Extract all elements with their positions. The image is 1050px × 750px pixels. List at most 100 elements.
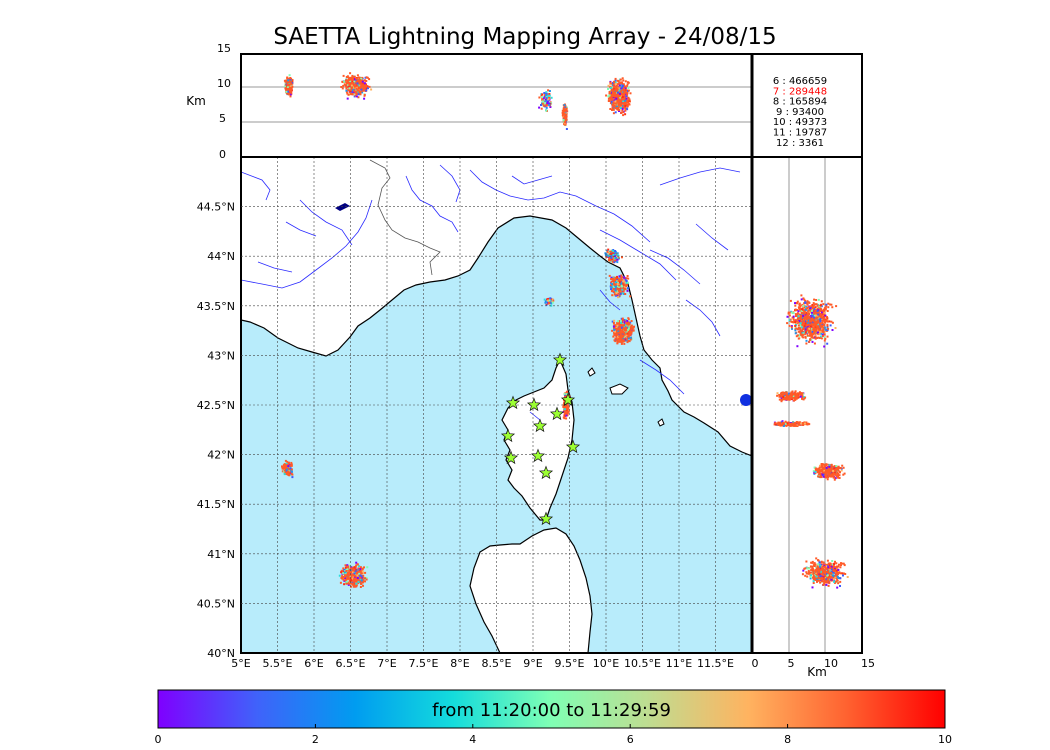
station-star-icon (526, 397, 542, 412)
colorbar-tick-label: 8 (784, 733, 791, 746)
border-lines (369, 159, 441, 276)
chart-title: SAETTA Lightning Mapping Array - 24/08/1… (273, 24, 777, 50)
station-markers (500, 352, 581, 526)
lat-tick-label: 42°N (207, 449, 235, 462)
blue-marker (740, 394, 752, 406)
top-ytick-0: 0 (219, 148, 226, 161)
station-star-icon (538, 465, 554, 480)
colorbar-label: from 11:20:00 to 11:29:59 (432, 700, 671, 721)
right-xlabel: Km (807, 665, 827, 679)
lon-tick-label: 5°E (231, 657, 250, 670)
station-count: 7 : 289448 (773, 86, 827, 97)
lat-tick-label: 40°N (207, 647, 235, 660)
top-column-5 (605, 77, 632, 117)
station-count: 6 : 466659 (773, 76, 827, 87)
right-xtick-10: 10 (824, 657, 838, 670)
right-xtick-5: 5 (788, 657, 795, 670)
sardinia-island (469, 527, 593, 653)
colorbar-tick-label: 4 (469, 733, 476, 746)
station-star-icon (538, 511, 554, 526)
station-star-icon (532, 418, 548, 433)
storm-cell-sea (543, 297, 555, 307)
top-ylabel: Km (186, 94, 206, 108)
lon-tick-label: 10.5°E (624, 657, 661, 670)
lon-tick-label: 9°E (523, 657, 542, 670)
lat-tick-label: 43.5°N (197, 300, 235, 313)
lat-tick-label: 41.5°N (197, 498, 235, 511)
station-count: 9 : 93400 (776, 107, 824, 118)
mainland-land (241, 157, 752, 457)
lightning-points-map (281, 248, 635, 588)
top-column-3 (538, 89, 553, 112)
lat-tick-label: 40.5°N (197, 597, 235, 610)
capraia-island (587, 367, 596, 377)
lat-tick-label: 41°N (207, 548, 235, 561)
longitude-tick-labels: 5°E 5.5°E 6°E 6.5°E 7°E 7.5°E 8°E 8.5°E 9°E 9.5°E… (231, 657, 734, 670)
station-star-icon (505, 395, 521, 410)
lon-tick-label: 9.5°E (555, 657, 585, 670)
top-column-2 (340, 72, 373, 100)
colorbar-ticks: 0 2 4 6 8 10 (155, 724, 952, 746)
station-count: 11 : 19787 (773, 128, 827, 139)
station-count: 10 : 49373 (773, 117, 827, 128)
right-xtick-0: 0 (752, 657, 759, 670)
station-star-icon (503, 450, 519, 465)
lon-tick-label: 8.5°E (482, 657, 512, 670)
lon-tick-label: 11.5°E (697, 657, 734, 670)
station-star-icon (552, 352, 568, 367)
station-star-icon (530, 448, 546, 463)
corsica-island (501, 358, 575, 521)
right-xtick-15: 15 (861, 657, 875, 670)
station-count: 8 : 165894 (773, 97, 827, 108)
top-column-1 (283, 74, 294, 98)
storm-cell-southwest (338, 561, 369, 588)
lat-tick-label: 44.5°N (197, 201, 235, 214)
lake (335, 203, 350, 211)
right-band-5 (801, 557, 849, 589)
right-band-2 (776, 390, 807, 403)
top-altitude-panel: Km 0 5 10 15 (186, 42, 753, 161)
lon-tick-label: 7.5°E (409, 657, 439, 670)
latitude-tick-labels: 40°N 40.5°N 41°N 41.5°N 42°N 42.5°N 43°N 43.5°N… (197, 201, 235, 660)
colorbar-tick-label: 0 (155, 733, 162, 746)
station-count: 12 : 3361 (776, 138, 824, 149)
lon-tick-label: 6°E (304, 657, 323, 670)
lightning-points-right (773, 294, 849, 589)
lon-tick-label: 6.5°E (336, 657, 366, 670)
station-star-icon (565, 439, 581, 454)
lat-tick-label: 42.5°N (197, 399, 235, 412)
top-ytick-15: 15 (217, 42, 231, 55)
right-band-1 (786, 294, 838, 348)
lat-tick-label: 44°N (207, 250, 235, 263)
storm-cell-tuscany-high (604, 248, 623, 264)
map-panel: 5°E 5.5°E 6°E 6.5°E 7°E 7.5°E 8°E 8.5°E 9°E 9.5°E… (197, 156, 753, 670)
storm-cell-ligurian (611, 317, 635, 345)
station-star-icon (560, 392, 576, 407)
rivers (241, 164, 741, 421)
lon-tick-label: 8°E (450, 657, 469, 670)
elba-island (609, 383, 629, 395)
lon-tick-label: 11°E (666, 657, 692, 670)
lon-tick-label: 7°E (377, 657, 396, 670)
colorbar: 0 2 4 6 8 10 (155, 689, 952, 746)
colorbar-tick-label: 2 (312, 733, 319, 746)
colorbar-gradient (157, 689, 946, 729)
lon-tick-label: 10°E (593, 657, 619, 670)
colorbar-tick-label: 10 (938, 733, 952, 746)
lat-tick-label: 43°N (207, 349, 235, 362)
top-ytick-5: 5 (219, 112, 226, 125)
storm-cell-west (281, 459, 294, 479)
right-band-4 (812, 463, 846, 481)
giglio-island (657, 418, 665, 427)
colorbar-tick-label: 6 (627, 733, 634, 746)
top-column-4 (561, 103, 569, 130)
lon-tick-label: 5.5°E (263, 657, 293, 670)
station-star-icon (500, 428, 516, 443)
station-star-icon (549, 406, 565, 421)
lightning-points-top (283, 72, 632, 130)
top-ytick-10: 10 (217, 77, 231, 90)
storm-cell-tuscany-north (608, 274, 632, 299)
